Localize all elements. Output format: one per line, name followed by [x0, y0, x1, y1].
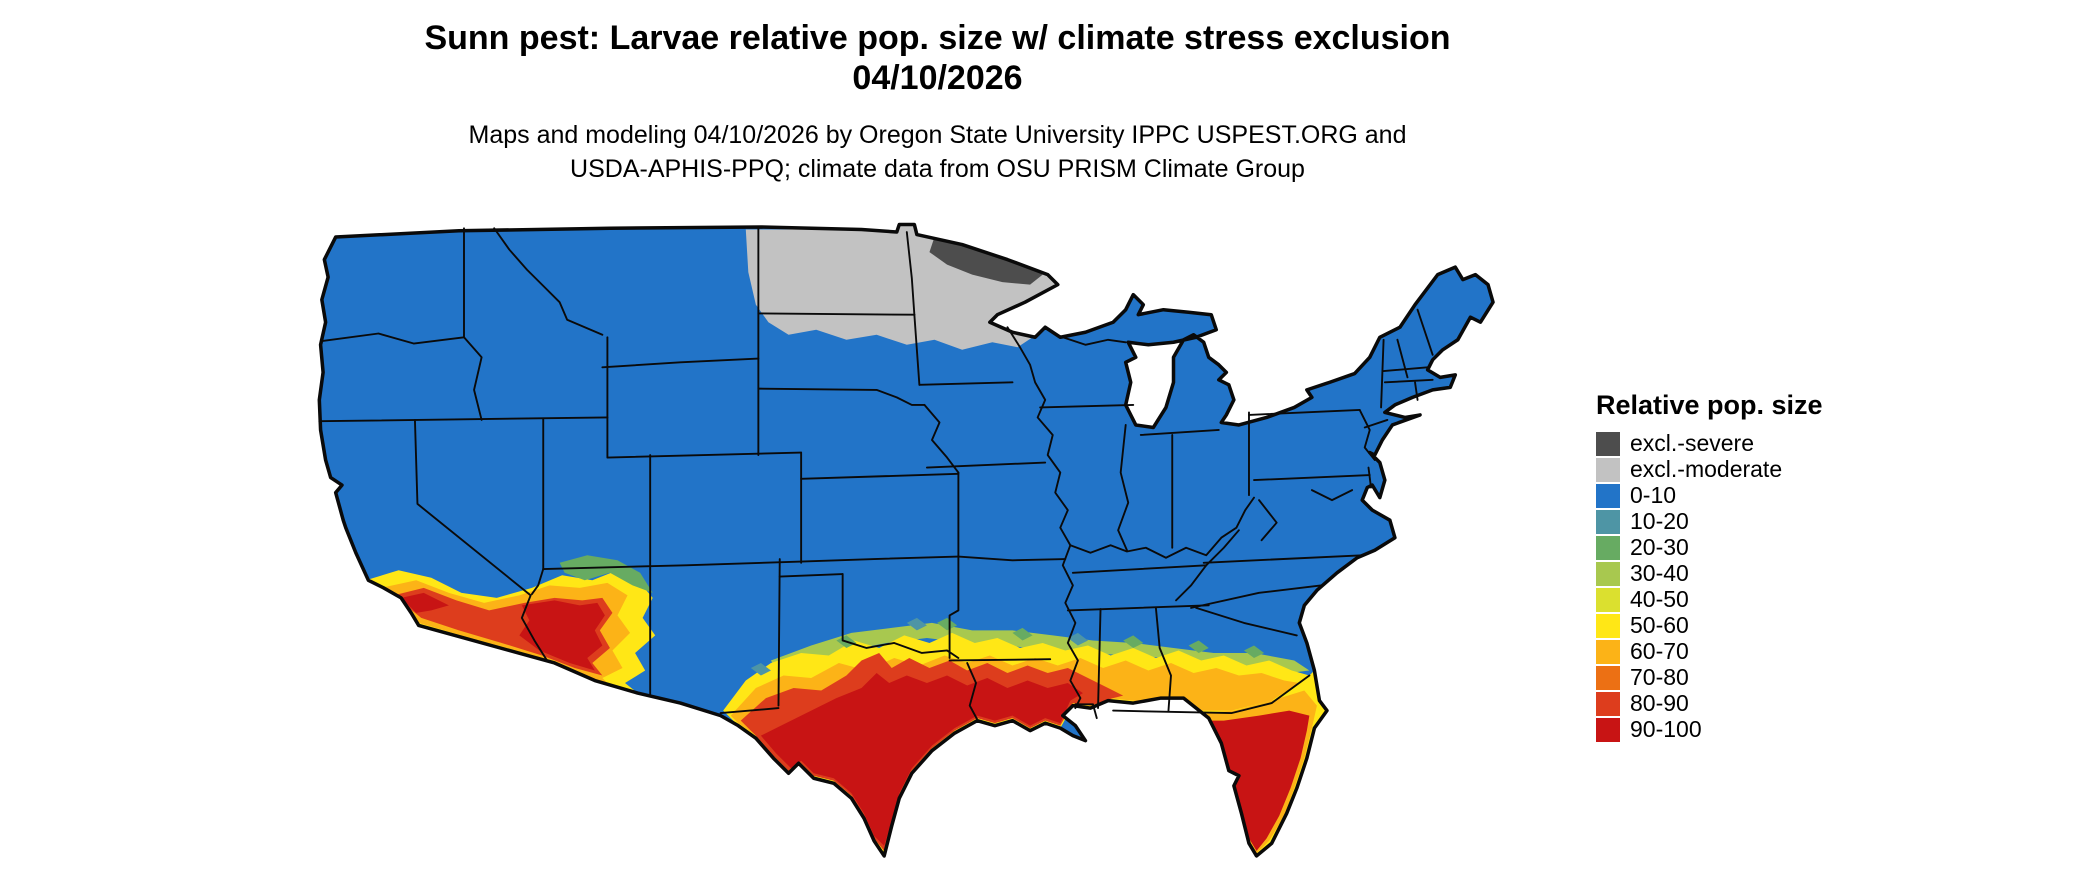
legend-swatch-70-80 — [1596, 665, 1620, 690]
legend-label: 70-80 — [1630, 664, 1689, 690]
map-legend: Relative pop. size excl.-severe excl.-mo… — [1596, 390, 1896, 743]
legend-item: 70-80 — [1596, 664, 1896, 690]
legend-label: 0-10 — [1630, 482, 1677, 508]
legend-swatch-50-60 — [1596, 613, 1620, 638]
map-subtitle: Maps and modeling 04/10/2026 by Oregon S… — [0, 118, 1875, 186]
legend-swatch-0-10 — [1596, 483, 1620, 508]
us-choropleth-map — [308, 222, 1566, 886]
southwest-20-30 — [559, 555, 653, 593]
subtitle-line-2: USDA-APHIS-PPQ; climate data from OSU PR… — [570, 155, 1305, 183]
legend-item: 10-20 — [1596, 508, 1896, 534]
legend-label: 40-50 — [1630, 586, 1689, 612]
legend-title: Relative pop. size — [1596, 390, 1823, 420]
exclusion-severe-region — [929, 237, 1043, 285]
legend-label: 20-30 — [1630, 534, 1689, 560]
legend-label: 90-100 — [1630, 716, 1702, 742]
legend-label: 50-60 — [1630, 612, 1689, 638]
legend-item: 30-40 — [1596, 560, 1896, 586]
southwest-90-100 — [401, 592, 605, 671]
florida-90-100 — [1100, 703, 1310, 851]
legend-item: 0-10 — [1596, 482, 1896, 508]
legend-item: 90-100 — [1596, 716, 1896, 742]
state-borders — [318, 226, 1434, 723]
legend-item: 20-30 — [1596, 534, 1896, 560]
legend-swatch-90-100 — [1596, 717, 1620, 742]
legend-item: excl.-moderate — [1596, 456, 1896, 482]
legend-swatch-60-70 — [1596, 639, 1620, 664]
legend-item: excl.-severe — [1596, 430, 1896, 456]
map-title: Sunn pest: Larvae relative pop. size w/ … — [0, 18, 1875, 98]
gulf-band-90-100 — [760, 673, 1083, 846]
legend-label: 80-90 — [1630, 690, 1689, 716]
title-line-1: Sunn pest: Larvae relative pop. size w/ … — [424, 19, 1451, 57]
title-date: 04/10/2026 — [852, 59, 1023, 97]
legend-item: 50-60 — [1596, 612, 1896, 638]
legend-swatch-10-20 — [1596, 509, 1620, 534]
legend-item: 80-90 — [1596, 690, 1896, 716]
legend-label: 60-70 — [1630, 638, 1689, 664]
us-map-svg — [317, 222, 1495, 858]
subtitle-line-1: Maps and modeling 04/10/2026 by Oregon S… — [468, 121, 1407, 149]
us-outline — [317, 222, 1495, 858]
legend-label: excl.-moderate — [1630, 456, 1783, 482]
legend-swatch-80-90 — [1596, 691, 1620, 716]
legend-item: 40-50 — [1596, 586, 1896, 612]
legend-label: 30-40 — [1630, 560, 1689, 586]
legend-swatch-40-50 — [1596, 587, 1620, 612]
legend-item: 60-70 — [1596, 638, 1896, 664]
legend-label: excl.-severe — [1630, 430, 1754, 456]
legend-swatch-excl-severe — [1596, 431, 1620, 456]
legend-swatch-20-30 — [1596, 535, 1620, 560]
legend-swatch-excl-moderate — [1596, 457, 1620, 482]
legend-swatch-30-40 — [1596, 561, 1620, 586]
legend-label: 10-20 — [1630, 508, 1689, 534]
